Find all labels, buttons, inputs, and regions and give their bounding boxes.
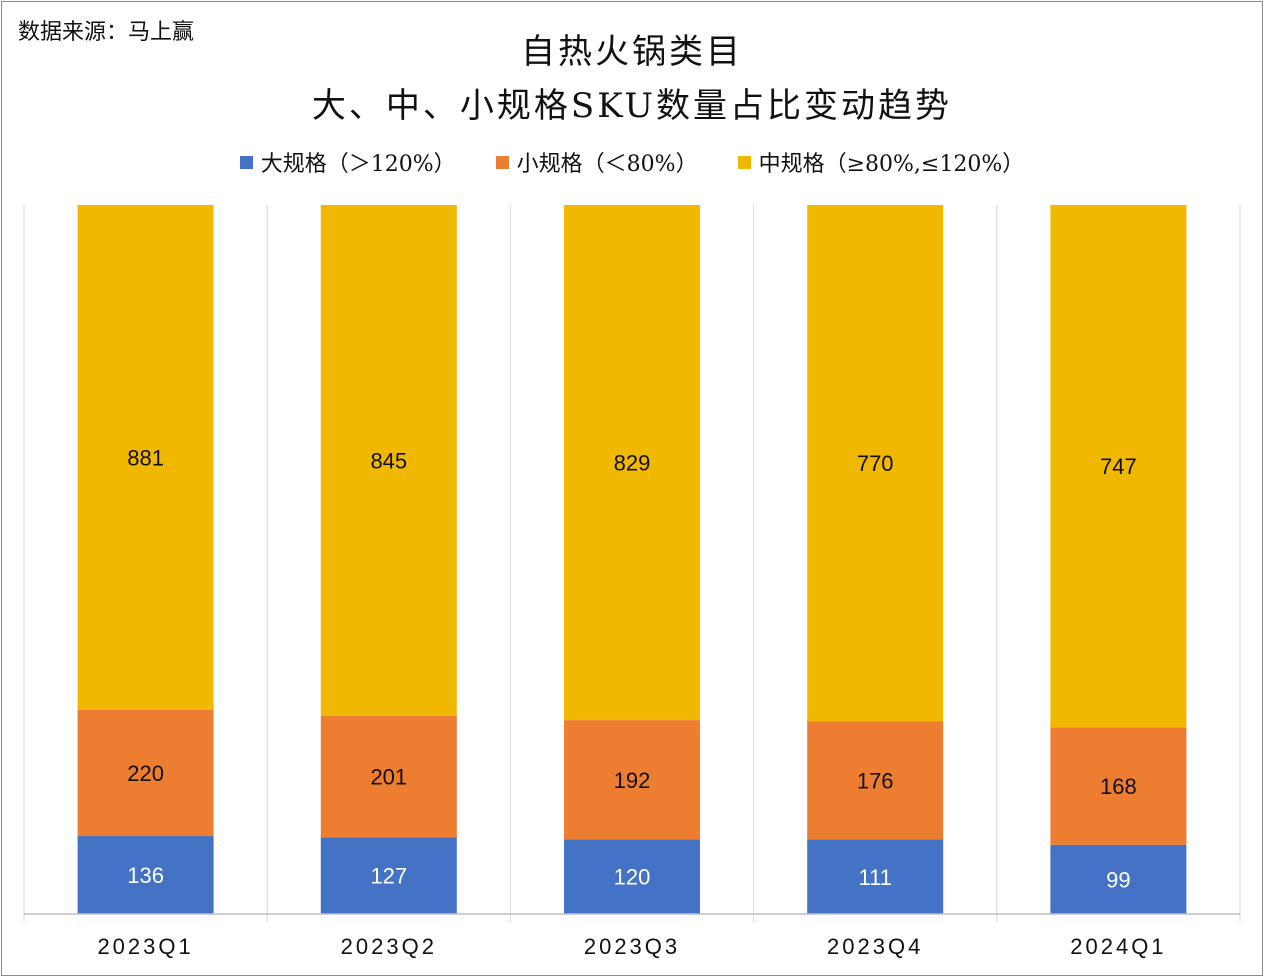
chart-subtitle: 大、中、小规格SKU数量占比变动趋势 bbox=[311, 86, 953, 126]
bar-segment-2023Q1-s1 bbox=[77, 709, 214, 837]
x-tick-label: 2023Q2 bbox=[341, 934, 437, 959]
data-label: 168 bbox=[1100, 774, 1137, 799]
data-label: 111 bbox=[858, 865, 891, 890]
bar-segment-2023Q2-s2 bbox=[320, 205, 457, 716]
bar-segment-2023Q2-s1 bbox=[320, 715, 457, 838]
legend-item-medium: 中规格（≥80%,≤120%） bbox=[737, 146, 1025, 178]
data-label: 176 bbox=[857, 769, 894, 794]
x-tick-label: 2023Q1 bbox=[97, 934, 193, 959]
legend-label-large: 大规格（＞120%） bbox=[260, 152, 456, 177]
legend-swatch-small bbox=[495, 155, 509, 169]
bar-segment-2023Q1-s0 bbox=[77, 836, 214, 914]
data-label: 881 bbox=[127, 445, 164, 470]
legend: 大规格（＞120%） 小规格（＜80%） 中规格（≥80%,≤120%） bbox=[0, 146, 1264, 178]
bar-segment-2023Q3-s0 bbox=[564, 839, 700, 914]
legend-item-small: 小规格（＜80%） bbox=[495, 146, 698, 178]
bar-segment-2023Q3-s2 bbox=[564, 205, 700, 721]
bar-segment-2024Q1-s1 bbox=[1050, 727, 1187, 845]
bar-segment-2024Q1-s0 bbox=[1050, 844, 1187, 914]
bar-segment-2023Q4-s0 bbox=[807, 839, 944, 914]
bar-segment-2023Q1-s2 bbox=[77, 205, 214, 710]
legend-swatch-medium bbox=[737, 155, 751, 169]
legend-swatch-large bbox=[239, 155, 253, 169]
data-label: 220 bbox=[127, 761, 164, 786]
data-label: 747 bbox=[1100, 454, 1137, 479]
legend-label-small: 小规格（＜80%） bbox=[516, 152, 698, 177]
source-note: 数据来源：马上赢 bbox=[18, 20, 195, 45]
legend-item-large: 大规格（＞120%） bbox=[239, 146, 456, 178]
bar-segment-2023Q4-s1 bbox=[807, 721, 944, 840]
bar-segment-2023Q4-s2 bbox=[807, 205, 944, 722]
bar-segment-2024Q1-s2 bbox=[1050, 205, 1187, 728]
bar-segment-2023Q3-s1 bbox=[564, 720, 700, 840]
data-label: 829 bbox=[614, 451, 651, 476]
data-label: 770 bbox=[857, 451, 894, 476]
data-label: 201 bbox=[370, 764, 407, 789]
data-label: 127 bbox=[370, 864, 407, 889]
legend-label-medium: 中规格（≥80%,≤120%） bbox=[758, 152, 1025, 177]
bar-segment-2023Q2-s0 bbox=[320, 837, 457, 914]
data-label: 192 bbox=[614, 768, 651, 793]
data-label: 99 bbox=[1106, 867, 1130, 892]
x-tick-label: 2023Q3 bbox=[584, 934, 680, 959]
data-label: 845 bbox=[370, 448, 407, 473]
data-label: 120 bbox=[614, 865, 651, 890]
x-tick-label: 2024Q1 bbox=[1070, 934, 1166, 959]
data-label: 136 bbox=[127, 863, 164, 888]
chart-title: 自热火锅类目 bbox=[521, 32, 743, 72]
x-tick-label: 2023Q4 bbox=[827, 934, 923, 959]
